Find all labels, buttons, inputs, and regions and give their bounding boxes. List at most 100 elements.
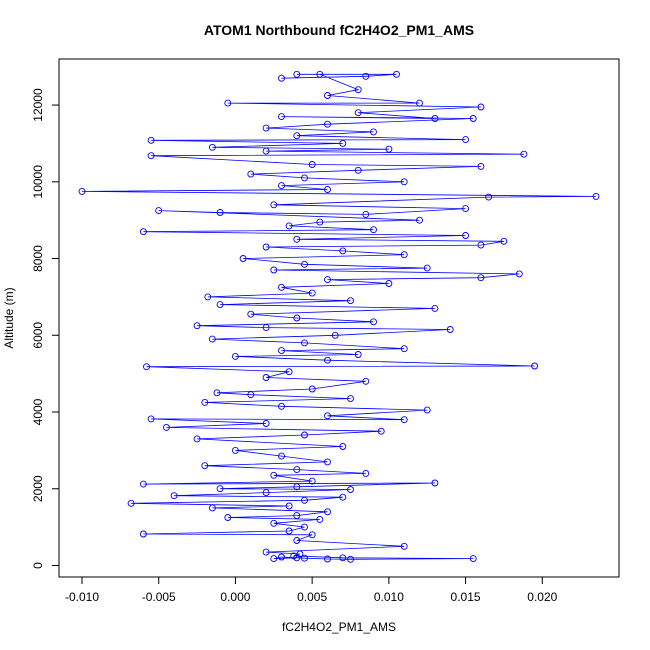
data-point xyxy=(285,527,293,535)
data-point xyxy=(301,496,308,504)
data-point xyxy=(139,530,147,538)
data-point xyxy=(377,427,385,435)
data-point xyxy=(347,486,354,493)
data-point xyxy=(362,210,370,218)
data-point xyxy=(290,552,298,560)
y-axis: 0 2000 4000 6000 8000 10000 12000 xyxy=(31,88,60,569)
data-point xyxy=(270,519,278,527)
x-tick-label: 0.000 xyxy=(220,590,250,604)
data-point xyxy=(324,412,331,420)
data-point xyxy=(308,477,316,485)
data-point xyxy=(370,318,377,326)
data-series xyxy=(78,70,600,563)
data-point xyxy=(462,232,470,239)
data-point xyxy=(270,471,278,479)
data-point xyxy=(515,270,523,278)
data-point xyxy=(431,479,439,487)
data-point xyxy=(331,331,339,339)
data-point xyxy=(347,297,354,305)
y-tick-label: 6000 xyxy=(31,322,45,349)
data-point xyxy=(362,377,370,385)
data-point xyxy=(416,216,423,224)
data-point xyxy=(477,162,485,170)
data-point xyxy=(370,226,377,234)
data-point xyxy=(147,152,155,160)
y-tick-label: 2000 xyxy=(31,475,45,502)
data-point xyxy=(477,241,485,249)
data-point xyxy=(213,389,221,397)
data-point xyxy=(147,136,155,144)
data-point xyxy=(316,218,324,226)
data-point xyxy=(485,193,493,201)
y-tick-label: 12000 xyxy=(31,88,45,122)
data-point xyxy=(301,260,308,268)
y-tick-label: 0 xyxy=(31,562,45,569)
data-point xyxy=(400,542,408,550)
data-point xyxy=(354,109,362,117)
data-point xyxy=(431,115,439,122)
data-point xyxy=(278,182,285,190)
data-point xyxy=(208,143,216,151)
data-point xyxy=(293,512,301,520)
data-point xyxy=(400,416,408,424)
data-point xyxy=(193,322,201,330)
data-point xyxy=(324,555,331,563)
data-point xyxy=(270,266,278,274)
data-point xyxy=(477,274,485,282)
x-axis-label: fC2H4O2_PM1_AMS xyxy=(282,620,396,634)
data-point xyxy=(354,86,362,94)
data-point xyxy=(247,391,255,399)
data-point xyxy=(231,352,239,360)
data-point xyxy=(139,480,147,488)
x-tick-label: 0.005 xyxy=(297,590,327,604)
data-point xyxy=(400,251,408,259)
data-point xyxy=(446,326,454,333)
data-point xyxy=(324,120,331,128)
data-point xyxy=(170,492,178,500)
data-point xyxy=(316,515,324,523)
data-point xyxy=(400,345,408,353)
data-point xyxy=(278,74,285,82)
data-point xyxy=(324,92,331,99)
data-point xyxy=(155,207,163,215)
data-point xyxy=(354,351,362,358)
data-point xyxy=(324,276,331,284)
data-point xyxy=(423,264,431,272)
y-tick-label: 4000 xyxy=(31,398,45,425)
data-point xyxy=(296,550,304,558)
x-tick-label: -0.010 xyxy=(65,590,99,604)
data-point xyxy=(293,314,301,322)
data-point xyxy=(262,374,270,381)
data-point xyxy=(247,170,255,178)
data-point xyxy=(301,554,308,562)
data-point xyxy=(262,147,270,155)
data-point xyxy=(370,128,377,136)
data-point xyxy=(293,235,301,243)
data-point xyxy=(270,201,278,209)
data-point xyxy=(293,132,301,140)
x-tick-label: -0.005 xyxy=(142,590,176,604)
data-point xyxy=(278,553,285,561)
data-point xyxy=(339,139,347,147)
data-point xyxy=(278,347,285,355)
data-point xyxy=(78,187,86,195)
data-point xyxy=(308,289,316,297)
data-point xyxy=(262,243,270,251)
chart-title: ATOM1 Northbound fC2H4O2_PM1_AMS xyxy=(204,22,474,38)
data-point xyxy=(416,99,423,107)
data-point xyxy=(339,443,347,450)
data-point xyxy=(204,293,212,301)
x-tick-label: 0.015 xyxy=(451,590,481,604)
data-point xyxy=(431,304,439,312)
y-axis-label: Altitude (m) xyxy=(2,287,16,348)
data-point xyxy=(293,483,301,491)
data-point xyxy=(339,493,347,501)
x-axis: -0.010 -0.005 0.000 0.005 0.010 0.015 0.020 xyxy=(65,576,558,604)
data-point xyxy=(324,356,331,364)
data-point xyxy=(324,186,331,193)
data-point xyxy=(231,446,239,454)
y-tick-label: 8000 xyxy=(31,245,45,272)
x-tick-label: 0.010 xyxy=(374,590,404,604)
data-point xyxy=(339,247,347,255)
data-point xyxy=(262,489,270,497)
